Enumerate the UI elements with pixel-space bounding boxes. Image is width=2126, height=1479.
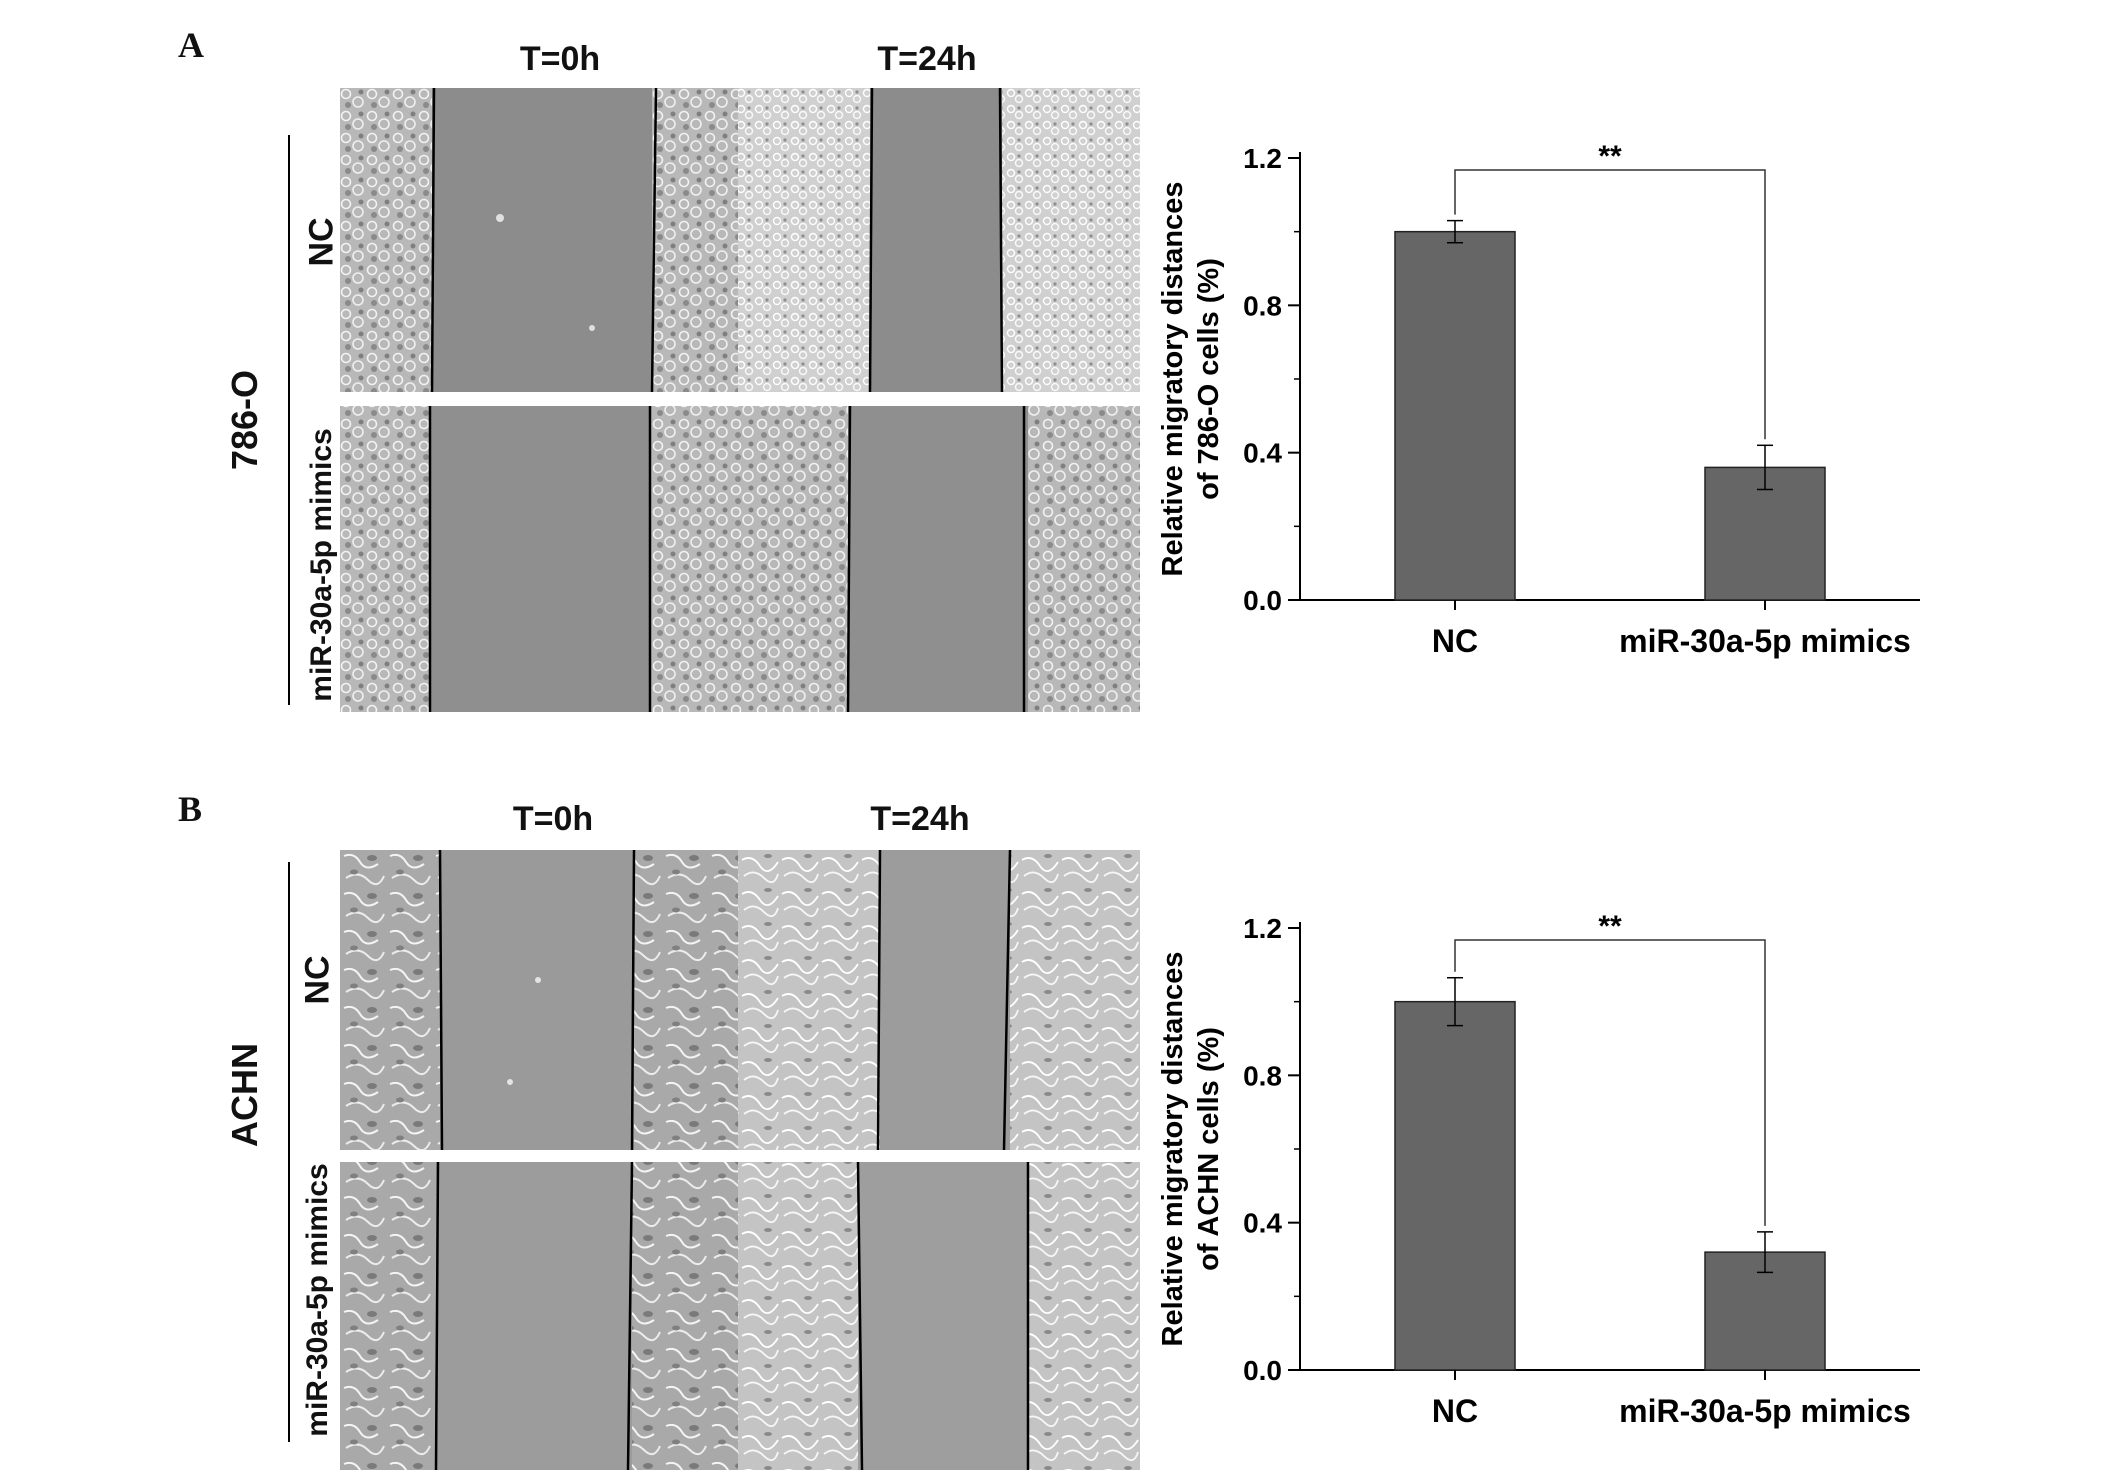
y-tick-label: 1.2: [1243, 913, 1282, 944]
y-axis-label: Relative migratory distances of 786-O cel…: [1157, 182, 1225, 577]
micrograph-a-nc-0h: [340, 88, 738, 393]
y-tick-label: 0.8: [1243, 1060, 1282, 1091]
y-tick-label: 0.4: [1243, 438, 1282, 469]
bar-nc: [1394, 1000, 1516, 1371]
micrograph-b-nc-0h: [340, 850, 738, 1151]
panel-letter-b: B: [178, 789, 203, 829]
cell-line-label-achn: ACHN: [224, 1043, 265, 1147]
panel-letter-a: A: [178, 25, 204, 65]
y-axis-label-line: of 786-O cells (%): [1193, 258, 1225, 500]
time-label-24h-b: T=24h: [870, 800, 970, 838]
cell-line-label-786o: 786-O: [224, 369, 265, 471]
x-tick-label: miR-30a-5p mimics: [1619, 1393, 1911, 1429]
bar-nc: [1394, 230, 1516, 601]
y-tick-label: 0.4: [1243, 1208, 1282, 1239]
micrograph-grid-b: [340, 850, 1140, 1470]
micrograph-grid-a: [340, 88, 1140, 712]
significance-label: **: [1598, 910, 1622, 943]
micrograph-a-mimics-0h: [340, 406, 738, 712]
x-tick-label: NC: [1432, 623, 1478, 659]
significance-bracket: [1454, 939, 1766, 1226]
time-label-0h-a: T=0h: [519, 40, 601, 78]
x-tick-label: miR-30a-5p mimics: [1619, 623, 1911, 659]
significance-bracket: [1454, 169, 1766, 440]
significance-label: **: [1598, 140, 1622, 173]
y-tick-label: 0.0: [1243, 585, 1282, 616]
bracket-line-b: [288, 862, 290, 1442]
micrograph-a-nc-24h: [738, 88, 1140, 393]
row-label-mimics-a: miR-30a-5p mimics: [305, 428, 338, 702]
bar-mimics: [1704, 466, 1826, 601]
time-label-0h-b: T=0h: [512, 800, 594, 838]
micrograph-b-nc-24h: [738, 850, 1140, 1151]
bar-chart-b: Relative migratory distances of ACHN cell…: [1157, 910, 1920, 1429]
y-axis-label-line: of ACHN cells (%): [1193, 1027, 1225, 1271]
x-tick-label: NC: [1432, 1393, 1478, 1429]
row-label-mimics-b: miR-30a-5p mimics: [301, 1163, 334, 1437]
time-label-24h-a: T=24h: [877, 40, 977, 78]
micrograph-b-mimics-0h: [340, 1161, 738, 1470]
bracket-line-a: [288, 135, 290, 705]
bar-chart-a: Relative migratory distances of 786-O cel…: [1157, 140, 1920, 659]
y-axis-label-line: Relative migratory distances: [1157, 952, 1189, 1347]
y-axis-label: Relative migratory distances of ACHN cell…: [1157, 952, 1225, 1347]
micrograph-b-mimics-24h: [738, 1161, 1140, 1470]
y-tick-label: 0.8: [1243, 290, 1282, 321]
y-tick-label: 1.2: [1243, 143, 1282, 174]
y-tick-label: 0.0: [1243, 1355, 1282, 1386]
row-label-nc-b: NC: [298, 955, 337, 1005]
row-label-nc-a: NC: [302, 217, 341, 267]
micrograph-a-mimics-24h: [738, 405, 1140, 712]
y-axis-label-line: Relative migratory distances: [1157, 182, 1189, 577]
